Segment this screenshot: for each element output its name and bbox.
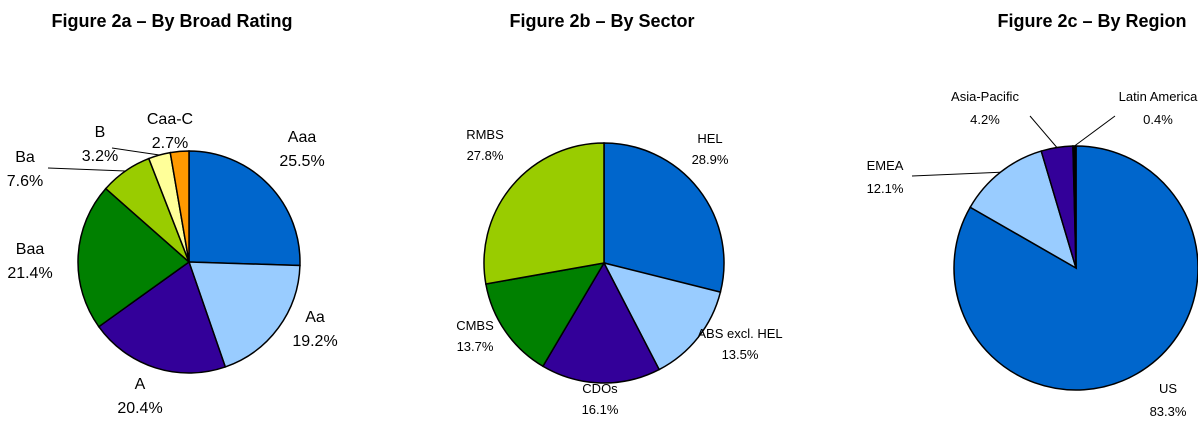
chart-title: Figure 2c – By Region [997,11,1186,31]
slice-value: 13.5% [722,347,759,362]
slice-value: 83.3% [1150,404,1187,419]
slice-label: Asia-Pacific [951,89,1019,104]
slice-value: 25.5% [279,153,324,170]
slice-value: 13.7% [457,339,494,354]
leader-line [1074,115,1116,147]
leader-line [47,167,126,172]
slice-value: 2.7% [152,135,188,152]
slice-label: Aa [305,309,325,326]
pie-slice [603,142,725,294]
slice-label: CMBS [456,318,494,333]
slice-value: 4.2% [970,112,1000,127]
pie-slice [169,150,190,263]
slice-label: Ba [15,149,35,166]
slice-label: B [95,124,106,141]
pie-slice [1072,145,1077,269]
slice-label: Caa-C [147,111,193,128]
slice-value: 16.1% [582,402,619,417]
slice-value: 28.9% [692,152,729,167]
pie-slice [541,261,661,384]
pie-slice [602,261,722,371]
slice-value: 7.6% [7,173,43,190]
leader-line [911,171,1001,177]
leader-line [1029,115,1058,148]
pie-slice [483,142,605,285]
slice-label: A [135,376,146,393]
slice-label: US [1159,381,1177,396]
slice-label: HEL [697,131,722,146]
slice-value: 0.4% [1143,112,1173,127]
slice-label: Baa [16,241,45,258]
slice-label: EMEA [867,158,904,173]
leader-line [111,147,160,156]
slice-value: 3.2% [82,148,118,165]
pie-slice [188,150,301,267]
pie-slice [77,187,191,328]
slice-value: 20.4% [117,400,162,417]
slice-value: 19.2% [292,333,337,350]
chart-title: Figure 2b – By Sector [509,11,694,31]
slice-value: 27.8% [467,148,504,163]
chart-title: Figure 2a – By Broad Rating [51,11,292,31]
slice-label: RMBS [466,127,504,142]
slice-value: 12.1% [867,181,904,196]
pie-slice [484,261,606,368]
slice-label: Aaa [288,129,317,146]
slice-value: 21.4% [7,265,52,282]
pie-slice [97,260,227,374]
slice-label: CDOs [582,381,618,396]
slice-label: ABS excl. HEL [697,326,782,341]
slice-label: Latin America [1119,89,1198,104]
